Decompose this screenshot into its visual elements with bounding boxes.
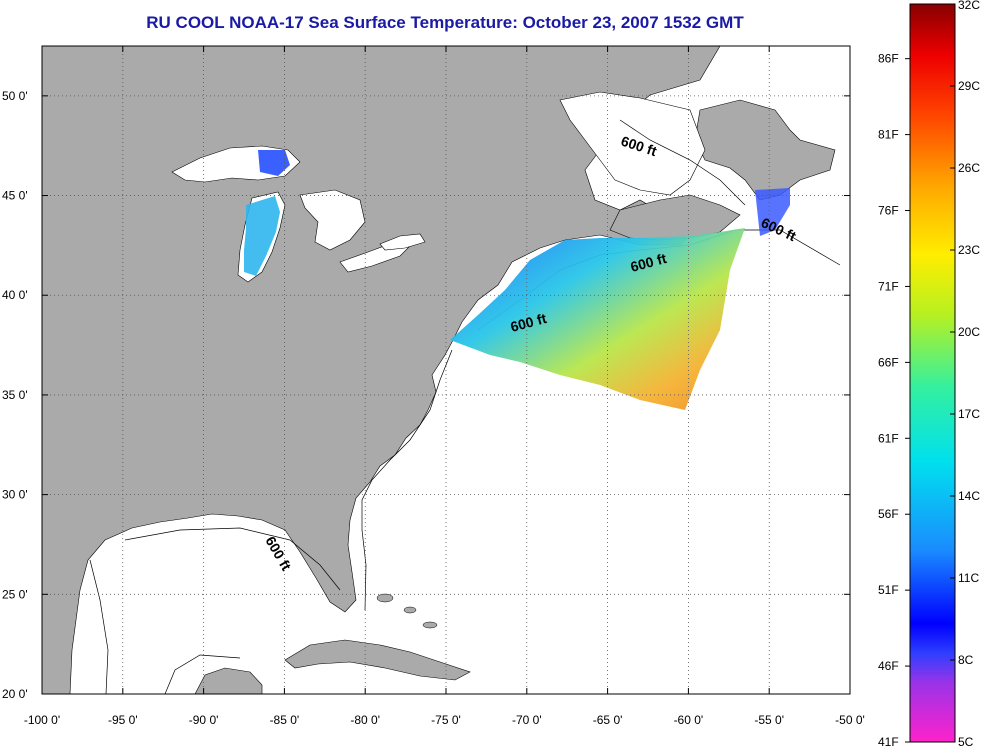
colorbar-fahrenheit-label: 41F <box>878 735 899 749</box>
latitude-axis: 20 0' 25 0' 30 0' 35 0' 40 0' 45 0' 50 0' <box>2 89 850 701</box>
colorbar-fahrenheit-label: 81F <box>878 128 899 142</box>
lat-tick-label: 20 0' <box>2 687 28 701</box>
colorbar-fahrenheit-label: 51F <box>878 583 899 597</box>
colorbar-celsius-labels: 32C 29C 26C 23C 20C 17C 14C 11C 8C 5C <box>950 0 980 749</box>
newfoundland-land <box>694 99 836 201</box>
lake-sst-superior <box>258 150 290 176</box>
lat-tick-label: 30 0' <box>2 488 28 502</box>
colorbar-gradient <box>909 3 956 743</box>
lake-ontario <box>379 233 426 251</box>
sst-swath <box>450 228 745 410</box>
bahamas-islands <box>376 593 438 629</box>
colorbar-celsius-label: 8C <box>958 653 974 667</box>
lat-tick-label: 35 0' <box>2 388 28 402</box>
north-america-land <box>42 46 721 694</box>
colorbar-fahrenheit-label: 71F <box>878 279 899 293</box>
colorbar-fahrenheit-label: 76F <box>878 204 899 218</box>
longitude-axis: -100 0' -95 0' -90 0' -85 0' -80 0' -75 0' -70… <box>24 46 865 727</box>
lon-tick-label: -95 0' <box>108 713 138 727</box>
colorbar-fahrenheit-label: 56F <box>878 507 899 521</box>
lat-tick-label: 50 0' <box>2 89 28 103</box>
colorbar-celsius-label: 11C <box>958 571 979 585</box>
lon-tick-label: -75 0' <box>431 713 461 727</box>
gulf-st-lawrence-sst <box>755 188 790 236</box>
lon-tick-label: -55 0' <box>754 713 784 727</box>
colorbar-celsius-label: 20C <box>958 325 980 339</box>
lon-tick-label: -100 0' <box>24 713 60 727</box>
colorbar-fahrenheit-label: 86F <box>878 52 899 66</box>
lon-tick-label: -60 0' <box>674 713 704 727</box>
lake-huron <box>299 189 366 251</box>
lake-sst-michigan <box>244 196 280 276</box>
colorbar-celsius-label: 5C <box>958 735 974 749</box>
colorbar-celsius-label: 14C <box>958 489 980 503</box>
gulf-of-st-lawrence <box>559 91 706 196</box>
yucatan-land <box>194 667 263 694</box>
colorbar-celsius-label: 26C <box>958 161 980 175</box>
lon-tick-label: -80 0' <box>350 713 380 727</box>
colorbar-fahrenheit-label: 66F <box>878 355 899 369</box>
colorbar-fahrenheit-label: 61F <box>878 431 899 445</box>
colorbar-fahrenheit-label: 46F <box>878 659 899 673</box>
colorbar-fahrenheit-labels: 86F 81F 76F 71F 66F 61F 56F 51F 46F 41F <box>878 52 910 749</box>
lon-tick-label: -70 0' <box>512 713 542 727</box>
lon-tick-label: -65 0' <box>593 713 623 727</box>
lat-tick-label: 25 0' <box>2 587 28 601</box>
lon-tick-label: -90 0' <box>189 713 219 727</box>
colorbar-celsius-label: 23C <box>958 243 980 257</box>
colorbar-celsius-label: 17C <box>958 407 980 421</box>
lon-tick-label: -50 0' <box>835 713 865 727</box>
graticule-grid <box>42 46 850 694</box>
cuba-land <box>284 639 471 681</box>
colorbar-celsius-label: 29C <box>958 79 980 93</box>
colorbar-celsius-label: 32C <box>958 0 980 12</box>
map-title: RU COOL NOAA-17 Sea Surface Temperature:… <box>146 13 744 32</box>
lon-tick-label: -85 0' <box>270 713 300 727</box>
lat-tick-label: 45 0' <box>2 189 28 203</box>
lat-tick-label: 40 0' <box>2 288 28 302</box>
